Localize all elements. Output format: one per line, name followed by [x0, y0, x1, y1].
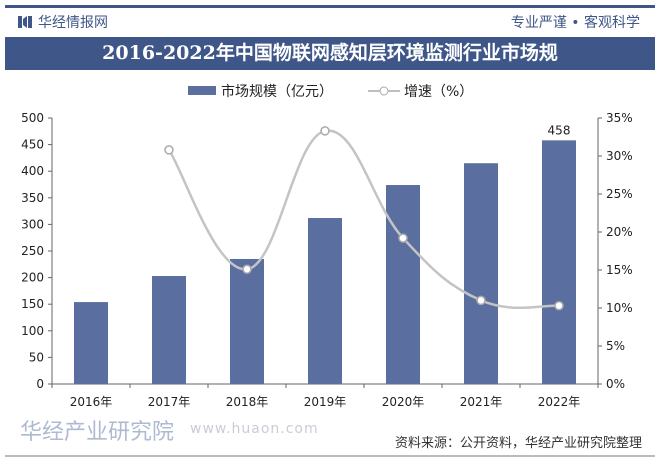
bar: [152, 276, 186, 384]
left-tick-label: 150: [21, 297, 44, 311]
x-tick-label: 2017年: [148, 395, 191, 409]
growth-point: [320, 126, 330, 136]
left-tick-label: 100: [21, 324, 44, 338]
growth-point: [164, 145, 174, 155]
right-tick-label: 20%: [606, 225, 633, 239]
left-tick-label: 500: [21, 111, 44, 125]
x-tick-label: 2019年: [304, 395, 347, 409]
bar: [542, 140, 576, 384]
x-tick-label: 2022年: [538, 395, 581, 409]
left-tick-label: 200: [21, 271, 44, 285]
growth-point: [398, 233, 408, 243]
bottom-divider: [5, 455, 655, 457]
legend-line-marker: [379, 86, 389, 96]
right-tick-label: 0%: [606, 377, 625, 391]
right-tick-label: 25%: [606, 187, 633, 201]
growth-point: [476, 295, 486, 306]
source-note: 资料来源：公开资料，华经产业研究院整理: [394, 436, 642, 451]
bar: [386, 185, 420, 384]
x-tick-label: 2020年: [382, 395, 425, 409]
right-tick-label: 30%: [606, 149, 633, 163]
x-tick-label: 2016年: [70, 395, 113, 409]
watermark: 华经产业研究院: [20, 420, 175, 445]
bar: [308, 218, 342, 384]
top-divider: [5, 5, 655, 8]
left-tick-label: 0: [36, 377, 44, 391]
left-tick-label: 300: [21, 217, 44, 231]
slogan: 专业严谨 • 客观科学: [510, 15, 640, 31]
left-tick-label: 400: [21, 164, 44, 178]
bar: [230, 258, 264, 384]
growth-point: [554, 300, 564, 311]
chart-title: 2016-2022年中国物联网感知层环境监测行业市场规: [5, 37, 655, 70]
watermark-url: www.huaon.com: [190, 421, 319, 437]
legend-bar-swatch: [188, 86, 216, 95]
growth-line: [167, 129, 560, 310]
right-tick-label: 15%: [606, 263, 633, 277]
brand: 华经情报网: [18, 12, 108, 32]
right-tick-label: 35%: [606, 111, 633, 125]
brand-name: 华经情报网: [38, 15, 108, 31]
brand-logo-icon: [18, 16, 32, 28]
bar: [464, 163, 498, 384]
right-tick-label: 10%: [606, 301, 633, 315]
left-tick-label: 350: [21, 191, 44, 205]
legend-line-label: 增速（%）: [404, 84, 473, 100]
left-tick-label: 50: [29, 350, 44, 364]
right-tick-label: 5%: [606, 339, 625, 353]
left-tick-label: 450: [21, 138, 44, 152]
bar: [74, 302, 108, 384]
x-tick-label: 2018年: [226, 395, 269, 409]
legend-bar-label: 市场规模（亿元）: [221, 83, 333, 100]
bar-data-label: 458: [548, 123, 571, 137]
growth-point: [242, 264, 252, 274]
x-tick-label: 2021年: [460, 395, 503, 409]
left-tick-label: 250: [21, 244, 44, 258]
